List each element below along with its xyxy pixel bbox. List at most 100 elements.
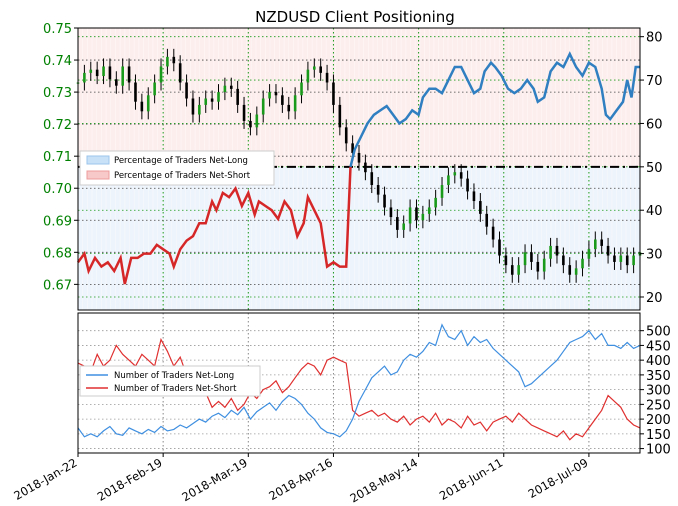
price-bar [255,114,259,128]
price-bar [166,56,169,67]
price-bar [415,207,418,221]
price-tick-label: 0.73 [43,86,72,101]
legend-label-net-long: Percentage of Traders Net-Long [114,156,248,166]
price-tick-label: 0.69 [43,214,72,229]
top-panel-frame [77,27,641,311]
count-tick-label: 400 [646,354,671,369]
price-bar [121,66,125,86]
price-bar [376,185,380,195]
price-bar [268,92,271,99]
price-bar [185,82,188,99]
price-bar [146,95,150,112]
count-tick-label: 500 [646,325,671,340]
price-bar [172,56,176,64]
price-bar [587,249,591,259]
price-tick-label: 0.68 [43,246,72,261]
price-bar [140,101,144,112]
price-bar [491,226,495,240]
top-legend: Percentage of Traders Net-Long Percentag… [79,150,275,186]
top-panel: 0.67 0.68 0.69 0.70 0.71 0.72 0.73 0.74 0.75 20 3… [43,22,663,311]
price-bar [293,95,297,112]
count-tick-label: 100 [646,443,671,458]
count-tick-label: 250 [646,398,671,413]
price-bar [485,213,489,227]
count-tick-label: 150 [646,428,671,443]
count-tick-label: 300 [646,384,671,399]
x-tick-label: 2018-Jun-11 [437,455,505,503]
price-bar [306,69,310,83]
percent-tick-label: 70 [646,74,663,89]
price-bar [555,245,559,256]
bottom-panel-frame [77,312,641,454]
price-bar [370,172,374,186]
x-tick-label: 2018-Jan-22 [11,455,79,502]
price-bar [389,207,393,218]
price-bar [562,255,565,266]
price-bar [108,66,112,80]
price-bar [549,245,552,259]
price-bar [568,265,572,275]
percent-tick-label: 40 [646,204,663,219]
price-bar [447,175,450,186]
price-bar [312,66,316,70]
net-long-count-line [77,323,641,438]
top-panel-fill [77,28,641,310]
price-tick-label: 0.72 [43,118,72,133]
price-bar [600,239,603,246]
price-bar [459,172,463,179]
price-bar [236,88,239,105]
price-bar [472,191,476,202]
percent-axis: 20 30 40 50 60 70 80 [640,31,663,306]
price-bar [479,201,482,214]
net-short-percentage-line [76,166,352,285]
x-tick-label: 2018-Apr-16 [266,455,335,503]
price-bar [581,258,584,269]
price-bar [325,72,329,83]
price-bar [504,255,508,266]
top-legend-box [79,150,275,186]
price-bar [261,98,265,115]
x-axis: 2018-Jan-22 2018-Feb-19 2018-Mar-19 2018-Ap… [11,453,590,505]
legend-label-net-short-count: Number of Traders Net-Short [114,384,237,394]
price-bar [498,239,501,256]
price-bar [274,92,278,96]
x-tick-label: 2018-Feb-19 [95,455,165,503]
bottom-legend: Number of Traders Net-Long Number of Tra… [79,365,261,397]
price-bar [530,252,533,262]
percent-tick-label: 20 [646,291,663,306]
price-tick-label: 0.67 [43,278,72,293]
price-bar [632,255,635,266]
price-tick-label: 0.70 [43,182,72,197]
price-bar [523,252,527,266]
price-bar [613,255,616,262]
price-bar [402,223,406,230]
price-bar [593,239,597,250]
percent-tick-label: 50 [646,161,663,176]
price-bar [115,79,118,86]
legend-swatch-net-short [86,170,110,180]
price-bar [134,82,137,102]
chart-title: NZDUSD Client Positioning [255,8,455,26]
price-bar [242,104,246,121]
percent-tick-label: 80 [646,31,663,46]
bottom-legend-box [79,365,261,397]
price-bar [153,82,156,96]
price-bar [510,265,514,275]
price-bar [536,261,540,272]
count-tick-label: 450 [646,339,671,354]
price-bar [127,66,131,83]
net-short-count-line [77,337,641,441]
price-bar [396,217,399,230]
price-bar [229,85,233,89]
price-bars [76,48,642,283]
price-tick-label: 0.74 [43,54,72,69]
price-bar [466,178,469,192]
price-bar [210,98,214,102]
price-bar [89,69,93,73]
price-bar [427,207,431,214]
price-bar [408,207,412,224]
legend-label-net-short: Percentage of Traders Net-Short [114,171,251,181]
